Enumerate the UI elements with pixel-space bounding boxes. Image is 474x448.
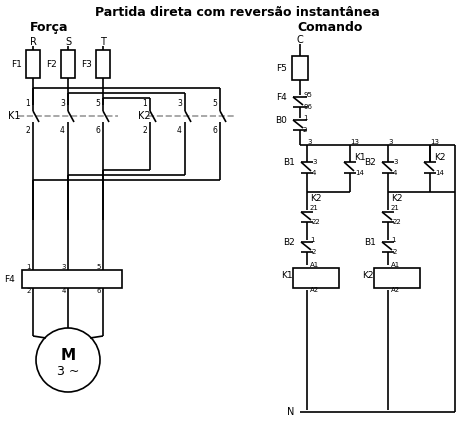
- Text: K2: K2: [138, 111, 151, 121]
- Bar: [61, 50, 75, 78]
- Text: B1: B1: [283, 158, 295, 167]
- Text: 21: 21: [310, 205, 319, 211]
- Bar: [22, 270, 122, 288]
- Text: F3: F3: [81, 60, 92, 69]
- Text: 2: 2: [393, 249, 397, 255]
- Text: 3: 3: [307, 139, 311, 145]
- Text: A1: A1: [391, 262, 400, 268]
- Text: 3: 3: [60, 99, 65, 108]
- Text: B0: B0: [275, 116, 287, 125]
- Text: 13: 13: [350, 139, 359, 145]
- Text: 22: 22: [393, 219, 402, 225]
- Text: 1: 1: [303, 115, 308, 121]
- Text: 13: 13: [430, 139, 439, 145]
- Text: 5: 5: [212, 99, 217, 108]
- Text: B2: B2: [364, 158, 376, 167]
- Text: 3: 3: [312, 159, 317, 165]
- Text: S: S: [65, 37, 71, 47]
- Text: 1: 1: [27, 264, 31, 270]
- Text: M: M: [61, 348, 75, 362]
- Text: C: C: [297, 35, 303, 45]
- Text: 6: 6: [97, 288, 101, 294]
- Text: F4: F4: [276, 92, 287, 102]
- Text: 22: 22: [312, 219, 321, 225]
- Bar: [96, 50, 110, 78]
- Text: Força: Força: [30, 21, 69, 34]
- Text: 21: 21: [391, 205, 400, 211]
- Text: 1: 1: [25, 99, 30, 108]
- Text: K2: K2: [310, 194, 321, 202]
- Text: 4: 4: [62, 288, 66, 294]
- Text: 2: 2: [312, 249, 316, 255]
- Bar: [293, 268, 339, 288]
- Text: Comando: Comando: [297, 21, 363, 34]
- Text: 4: 4: [312, 170, 316, 176]
- Text: 1: 1: [142, 99, 147, 108]
- Bar: [374, 268, 420, 288]
- Text: F4: F4: [4, 275, 15, 284]
- Text: 6: 6: [212, 125, 217, 134]
- Text: 6: 6: [95, 125, 100, 134]
- Text: K1: K1: [354, 152, 365, 161]
- Text: A2: A2: [310, 287, 319, 293]
- Text: A1: A1: [310, 262, 319, 268]
- Text: N: N: [287, 407, 294, 417]
- Text: Partida direta com reversão instantânea: Partida direta com reversão instantânea: [95, 5, 379, 18]
- Text: 3 ~: 3 ~: [57, 365, 79, 378]
- Text: 3: 3: [388, 139, 392, 145]
- Text: 3: 3: [177, 99, 182, 108]
- Text: 5: 5: [95, 99, 100, 108]
- Text: 2: 2: [303, 127, 307, 133]
- Text: 3: 3: [62, 264, 66, 270]
- Text: B2: B2: [283, 237, 295, 246]
- Text: F5: F5: [276, 64, 287, 73]
- Text: R: R: [29, 37, 36, 47]
- Text: T: T: [100, 37, 106, 47]
- Text: 96: 96: [304, 104, 313, 110]
- Text: 4: 4: [60, 125, 65, 134]
- Text: B1: B1: [364, 237, 376, 246]
- Text: F2: F2: [46, 60, 57, 69]
- Text: K1: K1: [282, 271, 293, 280]
- Text: 2: 2: [25, 125, 30, 134]
- Text: 1: 1: [391, 237, 395, 243]
- Text: K2: K2: [391, 194, 402, 202]
- Text: 4: 4: [177, 125, 182, 134]
- Text: F1: F1: [11, 60, 22, 69]
- Text: 2: 2: [142, 125, 147, 134]
- Text: 2: 2: [27, 288, 31, 294]
- Text: 14: 14: [355, 170, 364, 176]
- Text: 14: 14: [435, 170, 444, 176]
- Text: 5: 5: [97, 264, 101, 270]
- Text: K2: K2: [434, 152, 446, 161]
- Text: K1: K1: [8, 111, 20, 121]
- Text: 4: 4: [393, 170, 397, 176]
- Bar: [292, 56, 308, 80]
- Text: K2: K2: [363, 271, 374, 280]
- Text: 1: 1: [310, 237, 315, 243]
- Text: 3: 3: [393, 159, 398, 165]
- Text: 95: 95: [304, 92, 313, 98]
- Bar: [26, 50, 40, 78]
- Text: A2: A2: [391, 287, 400, 293]
